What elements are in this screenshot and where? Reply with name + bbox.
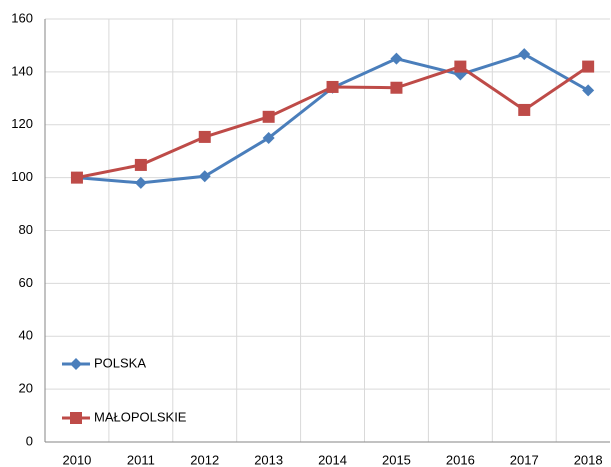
marker (454, 60, 467, 73)
marker (326, 80, 339, 93)
y-tick-label: 40 (19, 328, 33, 343)
x-tick-label: 2014 (318, 452, 347, 467)
y-tick-label: 60 (19, 275, 33, 290)
y-tick-label: 140 (11, 63, 33, 78)
marker (390, 81, 403, 94)
x-tick-label: 2017 (510, 452, 539, 467)
x-tick-label: 2011 (127, 452, 155, 467)
x-tick-label: 2016 (446, 452, 475, 467)
x-tick-label: 2013 (254, 452, 283, 467)
y-tick-label: 100 (11, 169, 33, 184)
marker (134, 176, 147, 189)
marker (198, 130, 211, 143)
x-tick-label: 2015 (382, 452, 411, 467)
x-tick-label: 2018 (574, 452, 603, 467)
marker (134, 158, 147, 171)
marker (262, 110, 275, 123)
x-tick-label: 2010 (62, 452, 91, 467)
y-tick-label: 20 (19, 381, 33, 396)
y-tick-label: 120 (11, 116, 33, 131)
marker (582, 84, 595, 97)
series-line (76, 52, 589, 185)
marker (390, 52, 403, 65)
marker (262, 131, 275, 144)
y-tick-label: 80 (19, 222, 33, 237)
marker (518, 48, 531, 61)
y-tick-label: 0 (26, 433, 33, 448)
legend-label: MAŁOPOLSKIE (94, 409, 187, 424)
y-tick-label: 160 (11, 10, 33, 25)
legend-label: POLSKA (94, 355, 146, 370)
marker (70, 358, 82, 370)
marker (70, 171, 83, 184)
x-tick-label: 2012 (190, 452, 219, 467)
marker (518, 103, 531, 116)
marker (198, 170, 211, 183)
marker (582, 60, 595, 73)
marker (70, 412, 82, 424)
